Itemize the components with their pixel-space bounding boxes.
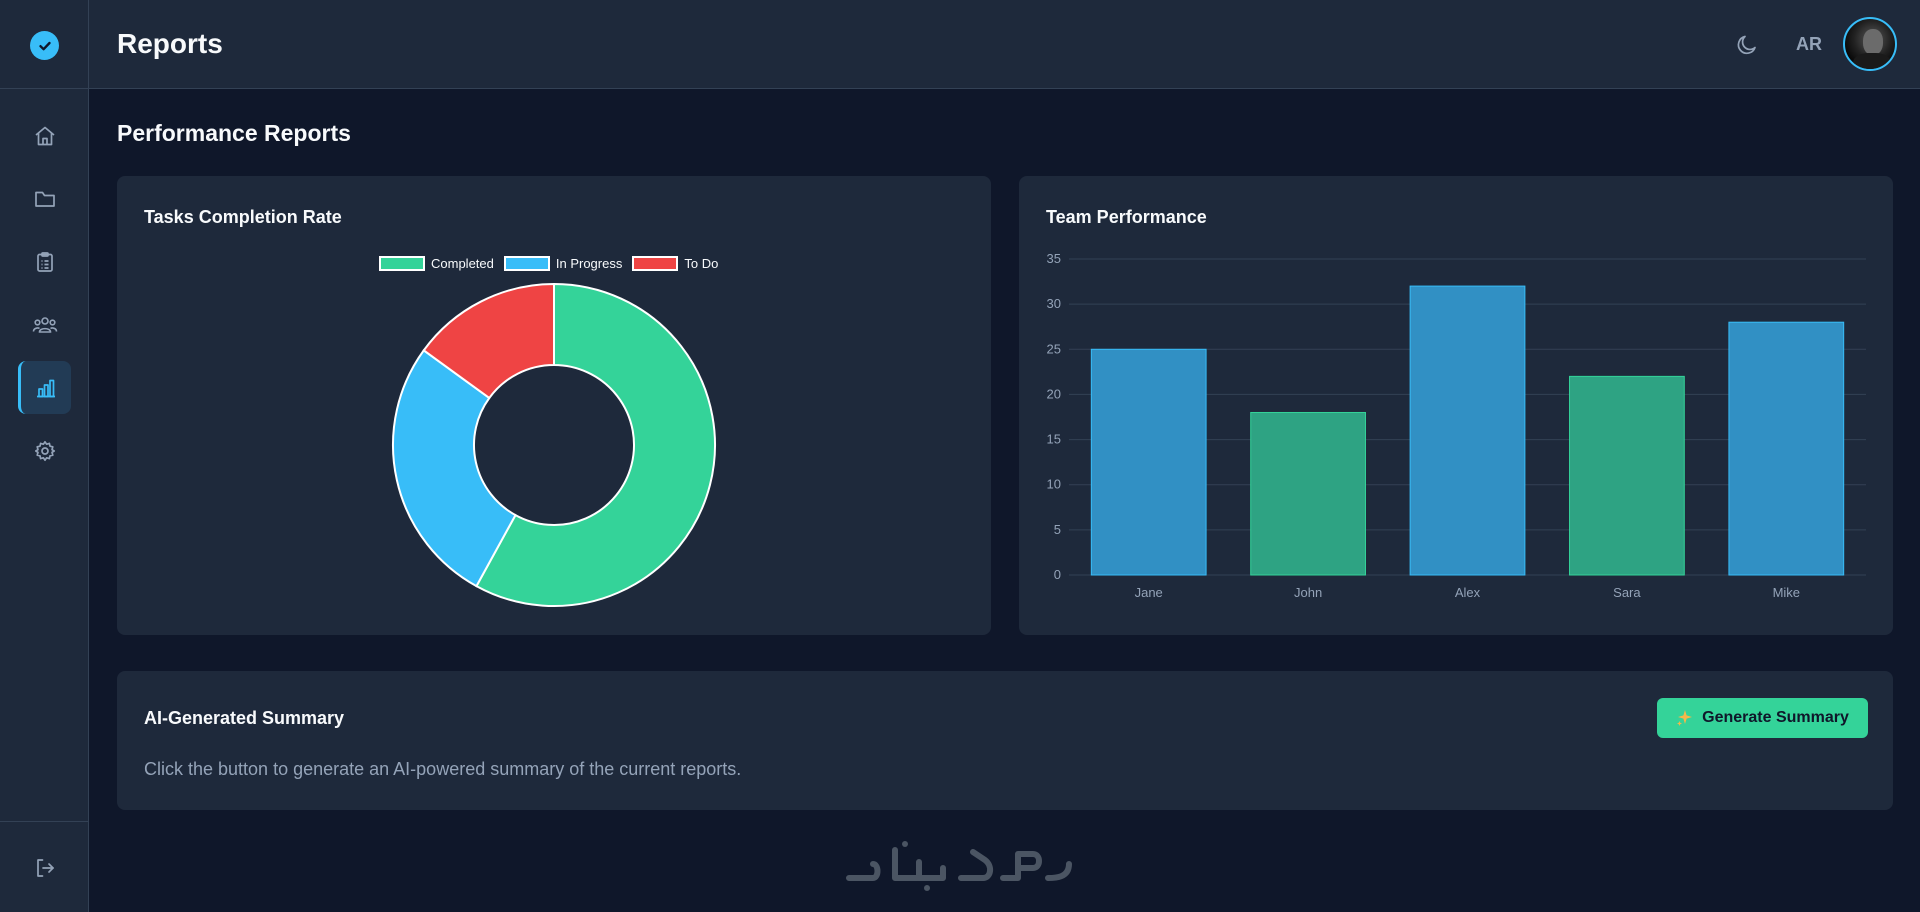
- x-tick-label: Jane: [1135, 585, 1163, 600]
- team-performance-card: Team Performance 0 5 10 15 20 25 30 35 Jane John A…: [1019, 176, 1893, 635]
- legend-swatch: [379, 256, 425, 271]
- tasks-completion-card: Tasks Completion Rate Completed In Progr…: [117, 176, 991, 635]
- y-tick-label: 20: [1047, 386, 1061, 401]
- user-initials: AR: [1796, 34, 1822, 54]
- legend-swatch: [632, 256, 679, 271]
- donut-slice-completed[interactable]: [475, 282, 716, 607]
- avatar[interactable]: [1843, 17, 1897, 71]
- sidebar-divider: [0, 821, 89, 822]
- x-tick-label: Mike: [1773, 585, 1800, 600]
- card-title: Team Performance: [1046, 207, 1207, 227]
- legend-label: Completed: [431, 256, 494, 271]
- legend-swatch: [503, 256, 550, 271]
- generate-summary-label: Generate Summary: [1702, 709, 1849, 726]
- folder-icon: [34, 191, 55, 207]
- sidebar-item-settings[interactable]: [18, 424, 71, 477]
- gear-icon: [34, 440, 55, 461]
- ai-summary-card: AI-Generated Summary Click the button to…: [117, 671, 1893, 810]
- generate-summary-button[interactable]: Generate Summary: [1657, 698, 1868, 738]
- sparkles-icon: [1677, 710, 1693, 726]
- legend-item[interactable]: In Progress: [503, 256, 623, 271]
- logout-icon: [36, 858, 54, 877]
- bar-chart: 0 5 10 15 20 25 30 35 Jane John Alex Sara Mike: [1047, 251, 1866, 600]
- sidebar-item-tasks[interactable]: [18, 235, 71, 288]
- card-title: AI-Generated Summary: [144, 708, 345, 728]
- home-icon: [34, 126, 55, 145]
- sidebar-divider: [0, 88, 89, 89]
- y-tick-label: 5: [1054, 522, 1061, 537]
- bar-john[interactable]: [1250, 411, 1366, 576]
- theme-toggle-button[interactable]: [1732, 30, 1762, 60]
- bar-jane[interactable]: [1090, 348, 1207, 576]
- card-title: Tasks Completion Rate: [144, 207, 342, 227]
- sidebar: [0, 0, 89, 912]
- bar-mike[interactable]: [1728, 321, 1845, 576]
- logout-button[interactable]: [18, 841, 71, 894]
- sidebar-item-home[interactable]: [18, 109, 71, 162]
- y-tick-label: 30: [1047, 296, 1061, 311]
- bar-chart-icon: [37, 379, 55, 397]
- bar-sara[interactable]: [1569, 375, 1685, 576]
- page-title: Reports: [117, 28, 223, 59]
- summary-description: Click the button to generate an AI-power…: [144, 759, 742, 779]
- sidebar-item-team[interactable]: [18, 298, 71, 351]
- section-title: Performance Reports: [117, 120, 351, 146]
- x-tick-label: John: [1294, 585, 1322, 600]
- legend-item[interactable]: Completed: [379, 256, 494, 271]
- clipboard-icon: [36, 251, 53, 272]
- sidebar-item-reports[interactable]: [18, 361, 71, 414]
- donut-slice-to-do[interactable]: [422, 282, 555, 400]
- chart-legend: Completed In Progress To Do: [379, 256, 718, 271]
- bar-alex[interactable]: [1409, 285, 1526, 576]
- legend-label: In Progress: [555, 256, 623, 271]
- y-tick-label: 15: [1047, 432, 1061, 447]
- app-logo-check-icon[interactable]: [30, 31, 59, 60]
- donut-slice-in-progress[interactable]: [392, 348, 517, 588]
- moon-icon: [1737, 35, 1756, 55]
- donut-chart: [392, 282, 716, 607]
- x-tick-label: Sara: [1613, 585, 1641, 600]
- top-bar: Reports AR: [89, 0, 1920, 89]
- y-tick-label: 25: [1047, 341, 1061, 356]
- legend-label: To Do: [684, 256, 719, 271]
- y-tick-label: 0: [1054, 567, 1061, 582]
- y-tick-label: 10: [1047, 477, 1061, 492]
- sidebar-item-projects[interactable]: [18, 172, 71, 225]
- team-icon: [32, 316, 57, 333]
- watermark-logo: [846, 841, 1072, 891]
- y-tick-label: 35: [1047, 251, 1061, 266]
- legend-item[interactable]: To Do: [632, 256, 718, 271]
- x-tick-label: Alex: [1455, 585, 1481, 600]
